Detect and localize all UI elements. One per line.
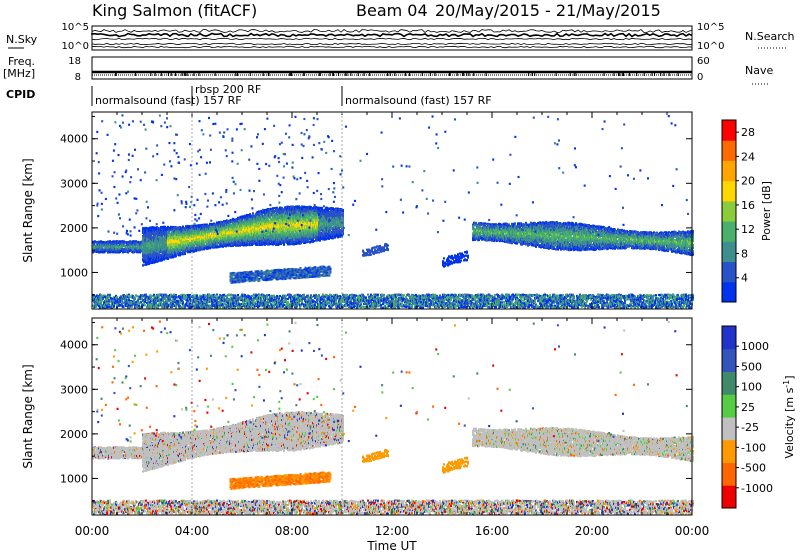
cpid-segment-label: rbsp 200 RF xyxy=(195,83,261,96)
nsky-tick-high: 10^5 xyxy=(62,22,89,33)
date-range: 20/May/2015 - 21/May/2015 xyxy=(435,1,661,20)
beam-label: Beam 04 xyxy=(356,1,428,20)
nsky-tick-low: 10^0 xyxy=(62,41,89,52)
nsky-trace xyxy=(92,30,692,33)
power-cell xyxy=(99,251,101,253)
nsearch-label: N.Search xyxy=(745,30,795,43)
nsky-trace xyxy=(92,34,692,37)
cpid-segment-label: normalsound (fast) 157 RF xyxy=(345,94,492,107)
freq-tick-low: 8 xyxy=(75,72,81,83)
freq-traces xyxy=(92,71,692,76)
nsearch-tick-high: 10^5 xyxy=(697,22,724,33)
cpid-label: CPID xyxy=(6,88,35,101)
freq-panel xyxy=(92,57,692,79)
nsky-traces xyxy=(92,30,692,48)
power-cell xyxy=(112,251,114,253)
power-cell xyxy=(150,257,152,259)
power-cell xyxy=(148,252,150,254)
nave-tick-high: 60 xyxy=(697,56,710,67)
power-cell xyxy=(93,243,95,245)
nsky-trace xyxy=(92,38,692,39)
nsky-panel xyxy=(92,26,692,50)
figure: King Salmon (fitACF) Beam 04 20/May/2015… xyxy=(0,0,800,554)
nsearch-tick-low: 10^0 xyxy=(697,41,724,52)
power-cell xyxy=(144,258,146,260)
nave-tick-low: 0 xyxy=(697,72,703,83)
power-cell xyxy=(123,242,125,244)
power-cell xyxy=(145,248,147,250)
freq-unit: [MHz] xyxy=(3,67,35,80)
nsky-trace xyxy=(92,43,692,44)
freq-tick-high: 18 xyxy=(68,56,81,67)
power-cell xyxy=(143,264,145,266)
nsky-label: N.Sky xyxy=(6,33,38,46)
station-title: King Salmon (fitACF) xyxy=(92,1,257,20)
power-cell xyxy=(119,240,121,242)
nave-label: Nave xyxy=(745,64,773,77)
nsky-trace xyxy=(92,46,692,47)
